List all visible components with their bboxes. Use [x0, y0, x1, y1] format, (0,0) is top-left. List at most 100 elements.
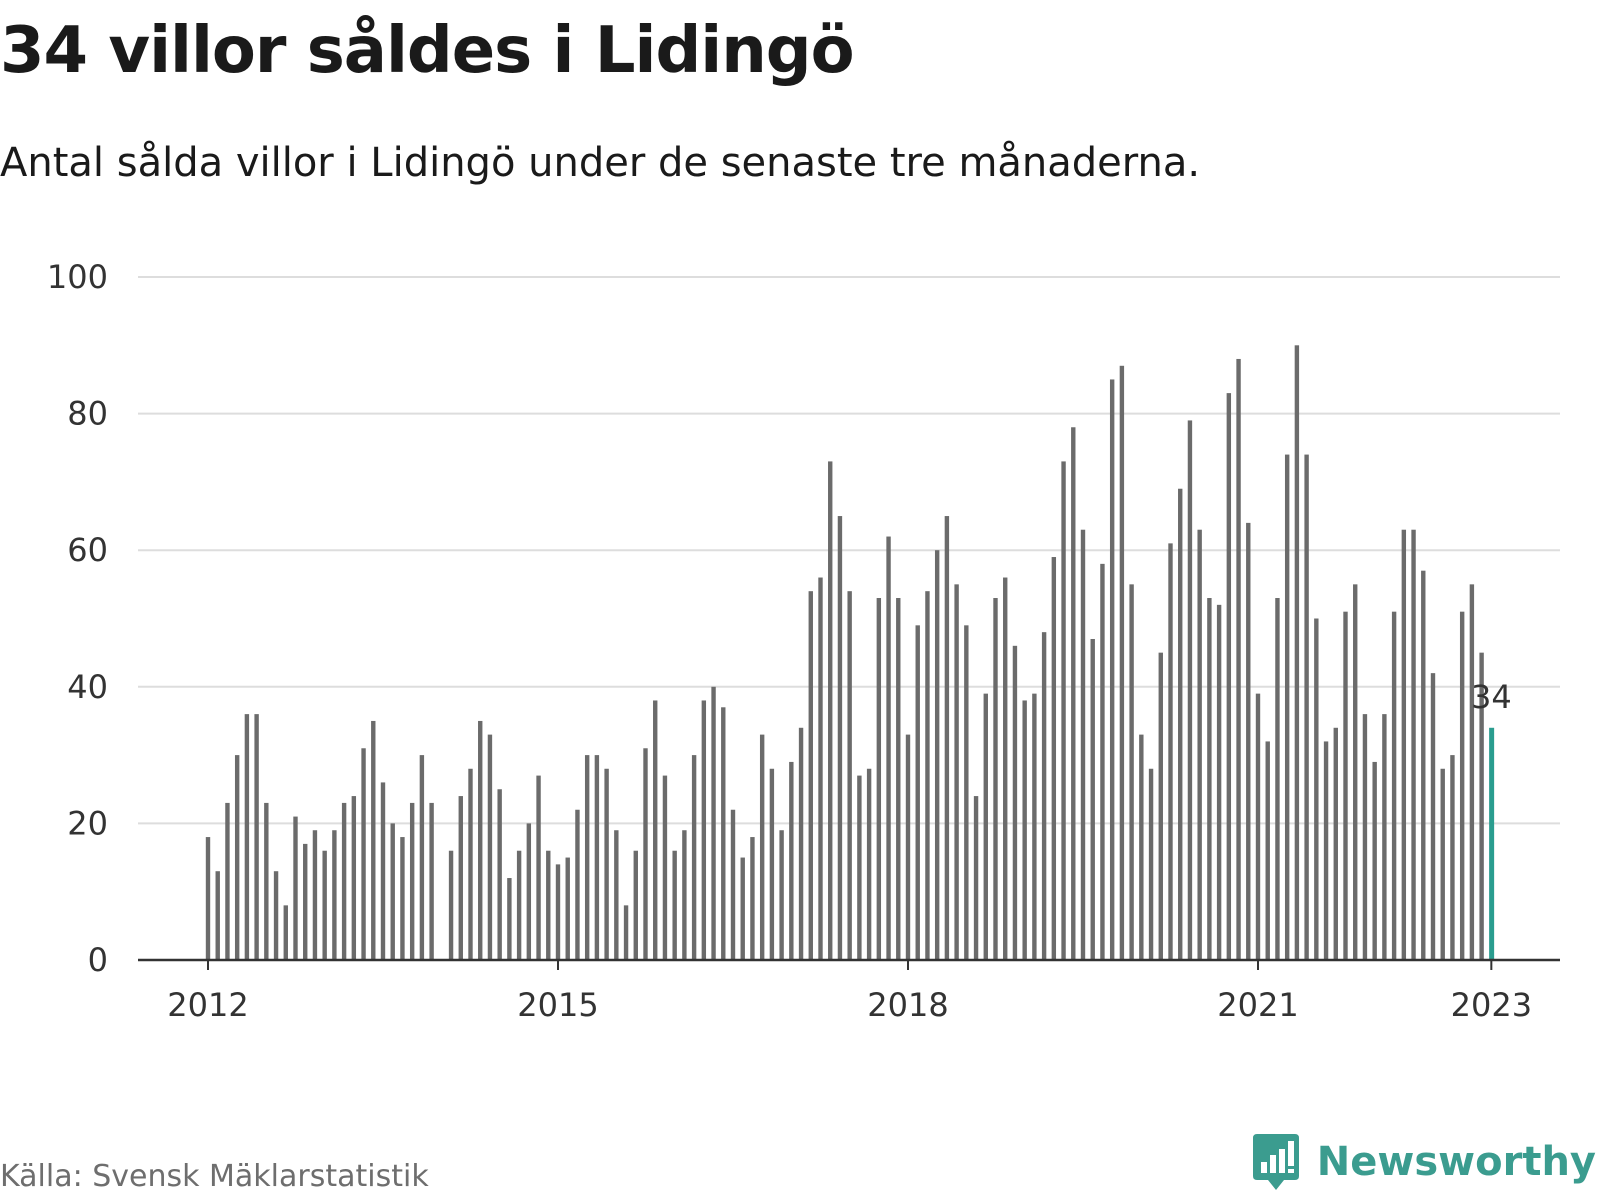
bar	[1362, 714, 1368, 960]
bar	[993, 598, 998, 960]
bar	[1411, 529, 1416, 960]
bar	[1284, 454, 1290, 960]
bar	[244, 714, 250, 960]
source-note: Källa: Svensk Mäklarstatistik	[0, 1159, 429, 1194]
bar	[1265, 741, 1270, 960]
bar	[1323, 741, 1329, 960]
bar	[847, 591, 852, 960]
bar	[623, 905, 629, 960]
bar	[332, 830, 337, 960]
bar	[925, 591, 930, 960]
bar	[653, 700, 658, 960]
bar	[1216, 604, 1222, 960]
bar	[896, 598, 901, 960]
bar	[1090, 638, 1095, 960]
bar	[721, 707, 726, 960]
bar	[808, 591, 813, 960]
y-tick-label: 80	[67, 395, 108, 433]
bar	[779, 830, 784, 960]
bar	[264, 802, 269, 960]
bar	[769, 768, 775, 960]
bar	[740, 857, 745, 960]
bar	[565, 857, 570, 960]
bar	[516, 850, 522, 960]
bar	[1294, 345, 1300, 960]
bar	[303, 843, 308, 960]
bar	[293, 816, 298, 960]
bar	[205, 837, 211, 960]
bar	[555, 864, 561, 960]
bar	[1479, 652, 1484, 960]
chart-subtitle: Antal sålda villor i Lidingö under de se…	[0, 140, 1201, 186]
bar	[390, 823, 395, 960]
newsworthy-logo: Newsworthy	[1251, 1132, 1596, 1192]
bar	[866, 768, 872, 960]
y-tick-label: 60	[67, 531, 108, 569]
bar	[1071, 427, 1076, 960]
bar	[1469, 584, 1475, 960]
bar	[536, 775, 541, 960]
bar	[711, 686, 716, 960]
latest-value-label: 34	[1471, 678, 1512, 716]
bar-series	[205, 345, 1495, 961]
bar	[1148, 768, 1154, 960]
bar	[1109, 379, 1115, 960]
bar	[254, 714, 259, 960]
bar	[234, 755, 240, 960]
bar	[487, 734, 493, 960]
bar	[798, 727, 804, 960]
bar	[1246, 522, 1251, 960]
bar	[886, 536, 891, 960]
bar	[1430, 673, 1436, 960]
bar	[371, 720, 376, 960]
bar	[1401, 529, 1407, 960]
bar	[1314, 618, 1319, 960]
bar	[448, 850, 454, 960]
bar	[322, 850, 327, 960]
bar	[1236, 358, 1241, 961]
bar	[1255, 693, 1261, 960]
bar	[215, 871, 220, 960]
bar-chart-speech-bubble-icon	[1252, 1134, 1299, 1190]
bar	[1187, 420, 1193, 960]
bar	[1168, 543, 1173, 960]
bar	[1226, 393, 1232, 960]
y-tick-label: 40	[67, 668, 108, 706]
bar	[759, 734, 765, 960]
bar	[546, 850, 551, 960]
bar	[409, 802, 415, 960]
bar	[1100, 563, 1105, 960]
bar	[1003, 577, 1008, 960]
bar	[876, 598, 882, 960]
x-tick-label: 2018	[867, 986, 948, 1024]
bar	[468, 768, 473, 960]
bar	[915, 625, 920, 960]
bar	[341, 802, 347, 960]
bar	[478, 720, 483, 960]
bar	[701, 700, 707, 960]
brand-name: Newsworthy	[1316, 1139, 1596, 1185]
data-labels: 34	[1471, 678, 1512, 716]
bar	[507, 878, 512, 960]
bar	[1129, 584, 1134, 960]
bar	[351, 796, 357, 960]
bar	[1022, 700, 1027, 960]
bar	[1333, 727, 1338, 960]
bar	[1372, 761, 1377, 960]
bar	[1450, 755, 1455, 960]
bar	[1032, 693, 1037, 960]
bar	[584, 755, 590, 960]
x-tick-label: 2021	[1217, 986, 1298, 1024]
bar	[419, 755, 425, 960]
axes: 0 20 40 60 80 100 2012 2015 2018 2021 2023	[47, 258, 1560, 1024]
bar	[380, 782, 386, 960]
bar	[1197, 529, 1202, 960]
bar	[1041, 632, 1047, 960]
bar-highlight	[1489, 727, 1495, 960]
bar	[526, 823, 532, 960]
bar	[837, 516, 843, 960]
bar	[1440, 768, 1445, 960]
bar	[973, 796, 979, 960]
bar	[643, 748, 648, 960]
